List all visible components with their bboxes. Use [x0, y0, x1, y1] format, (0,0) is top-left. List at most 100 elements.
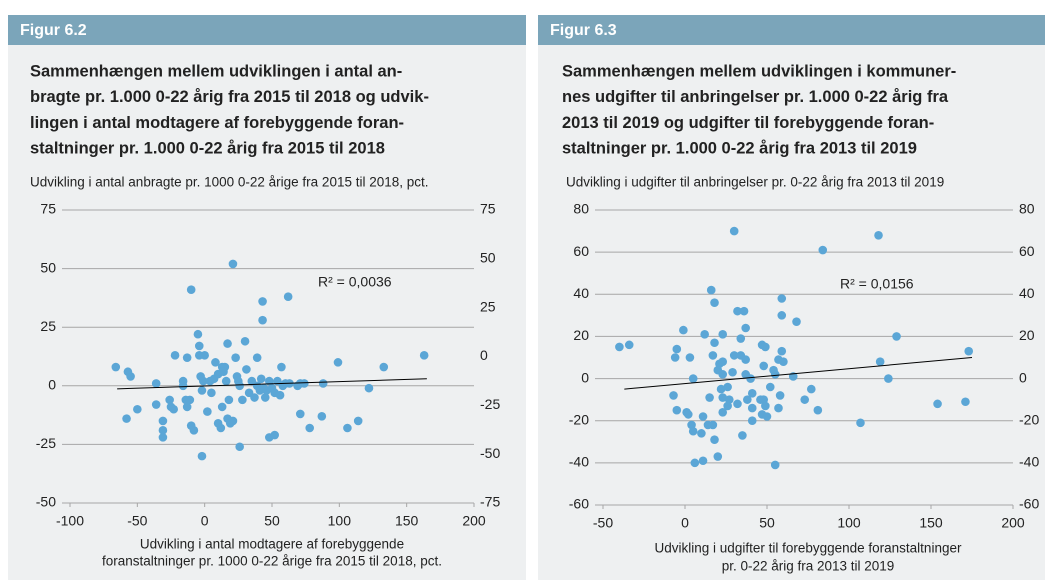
point	[964, 346, 974, 356]
point	[779, 357, 788, 367]
point	[800, 395, 810, 404]
point	[762, 412, 772, 421]
x-tick-label: 50	[759, 515, 775, 531]
point	[256, 374, 266, 384]
point	[683, 410, 693, 419]
point	[723, 382, 732, 392]
chart-title: staltninger pr. 1.000 0-22 årig fra 2015…	[30, 139, 385, 157]
point	[216, 423, 226, 433]
point	[189, 426, 199, 435]
point	[708, 351, 718, 360]
panel	[538, 15, 1045, 580]
point	[207, 388, 216, 398]
x-tick-label: -50	[127, 513, 147, 529]
point	[258, 315, 267, 325]
point	[747, 416, 757, 426]
chart-title: 2013 til 2019 og udgifter til forebyggen…	[562, 114, 934, 132]
point	[178, 381, 188, 391]
y-tick-label: 75	[40, 201, 56, 217]
point	[158, 433, 168, 442]
y-tick-label: 20	[573, 327, 589, 343]
y-tick-label: -60	[569, 496, 589, 512]
point	[265, 376, 274, 386]
point	[884, 374, 893, 383]
point	[238, 395, 247, 405]
trendline	[117, 378, 427, 390]
point	[718, 393, 728, 402]
annotation: R² = 0,0156	[840, 276, 914, 292]
point	[792, 317, 801, 326]
point	[126, 372, 135, 381]
point	[765, 382, 775, 392]
x-tick-label: 100	[328, 513, 352, 529]
point	[746, 374, 755, 383]
point	[193, 329, 203, 339]
point	[165, 395, 174, 405]
y2-tick-label: 80	[1019, 201, 1035, 217]
y2-tick-label: 50	[480, 250, 496, 266]
point	[252, 353, 262, 362]
figure-label: Figur 6.3	[550, 22, 617, 39]
figure-label: Figur 6.2	[20, 22, 87, 39]
point	[733, 399, 742, 409]
panel-header	[538, 15, 1045, 45]
panel	[8, 15, 526, 580]
point	[892, 332, 901, 341]
point	[151, 400, 161, 409]
point	[186, 285, 196, 294]
point	[197, 386, 207, 395]
point	[624, 340, 634, 350]
point	[182, 402, 192, 412]
point	[203, 407, 212, 416]
y2-tick-label: 0	[480, 347, 488, 363]
chart-title: nes udgifter til anbringelser pr. 1.000 …	[562, 88, 949, 106]
point	[747, 403, 757, 413]
point	[759, 361, 769, 371]
point	[743, 395, 752, 404]
point	[741, 323, 750, 333]
y-axis-label: Udvikling i antal anbragte pr. 1000 0-22…	[30, 175, 429, 190]
point	[774, 403, 783, 413]
point	[197, 451, 207, 461]
point	[200, 351, 209, 360]
y2-tick-label: -50	[480, 445, 500, 461]
point	[710, 298, 719, 308]
chart-title: Sammenhængen mellem udviklingen i antal …	[30, 62, 402, 80]
y-tick-label: 80	[573, 201, 589, 217]
point	[761, 401, 770, 411]
point	[806, 384, 816, 394]
y2-tick-label: 25	[480, 298, 496, 314]
point	[769, 365, 778, 375]
point	[813, 405, 823, 415]
point	[295, 409, 305, 419]
x-axis-label: foranstaltninger pr. 1000 0-22 årige fra…	[102, 554, 442, 569]
y2-tick-label: 75	[480, 201, 496, 217]
point	[258, 297, 267, 306]
point	[669, 391, 678, 400]
point	[670, 353, 680, 362]
annotation: R² = 0,0036	[318, 274, 392, 290]
x-tick-label: 100	[837, 515, 861, 531]
point	[615, 342, 624, 352]
point	[270, 430, 279, 440]
x-tick-label: 150	[919, 515, 943, 531]
point	[706, 285, 716, 295]
point	[672, 405, 682, 415]
point	[228, 416, 238, 426]
point	[818, 245, 828, 255]
point	[158, 426, 168, 435]
y2-tick-label: -75	[480, 494, 500, 510]
point	[874, 230, 883, 240]
point	[317, 411, 327, 421]
x-tick-label: 50	[264, 513, 280, 529]
point	[194, 341, 204, 351]
point	[736, 334, 746, 343]
point	[679, 325, 688, 335]
point	[710, 338, 719, 348]
point	[728, 367, 737, 377]
point	[708, 420, 718, 430]
point	[419, 351, 429, 360]
point	[151, 379, 161, 388]
y-tick-label: 50	[40, 259, 56, 275]
point	[199, 376, 208, 386]
